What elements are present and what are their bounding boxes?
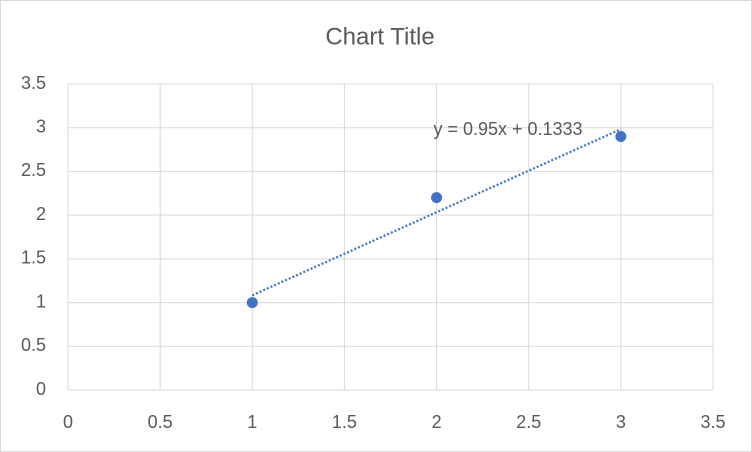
y-tick-label: 3: [36, 116, 46, 136]
x-tick-label: 0.5: [148, 412, 173, 432]
x-tick-label: 3: [616, 412, 626, 432]
x-tick-label: 1.5: [332, 412, 357, 432]
y-tick-label: 3.5: [21, 73, 46, 93]
x-tick-label: 1: [247, 412, 257, 432]
x-tick-label: 2: [432, 412, 442, 432]
chart-title: Chart Title: [325, 23, 434, 50]
y-tick-label: 2.5: [21, 160, 46, 180]
trendline: [251, 128, 622, 297]
x-tick-label: 0: [63, 412, 73, 432]
point: [615, 130, 627, 142]
y-tick-label: 2: [36, 204, 46, 224]
y-tick-label: 1: [36, 291, 46, 311]
x-tick-label: 2.5: [516, 412, 541, 432]
y-tick-label: 1.5: [21, 248, 46, 268]
y-tick-label: 0: [36, 379, 46, 399]
y-tick-label: 0.5: [21, 335, 46, 355]
trendline-label: y = 0.95x + 0.1333: [433, 119, 582, 139]
point: [431, 192, 443, 204]
point: [246, 297, 258, 309]
x-tick-label: 3.5: [700, 412, 725, 432]
